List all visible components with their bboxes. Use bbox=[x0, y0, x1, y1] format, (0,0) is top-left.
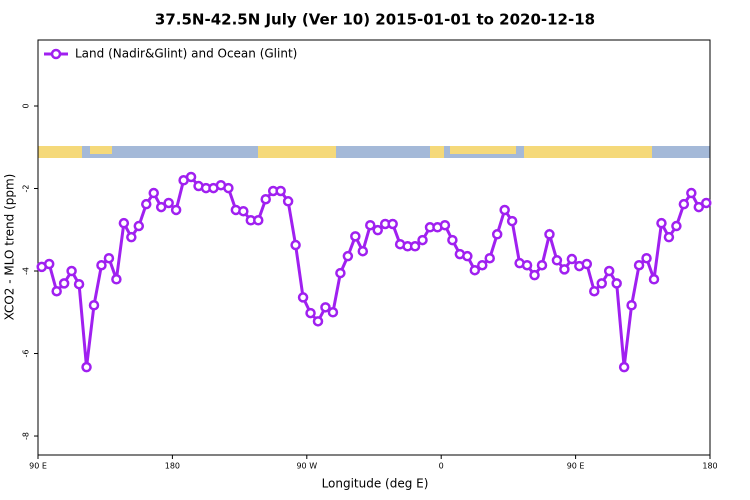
land bbox=[450, 146, 516, 154]
data-point bbox=[462, 250, 473, 262]
legend-label: Land (Nadir&Glint) and Ocean (Glint) bbox=[75, 47, 297, 61]
data-point bbox=[81, 361, 92, 373]
data-point bbox=[66, 265, 77, 277]
data-point bbox=[43, 258, 55, 270]
data-point bbox=[260, 193, 271, 205]
data-point bbox=[529, 269, 540, 281]
y-axis-label: XCO2 - MLO trend (ppm) bbox=[3, 174, 17, 321]
data-point bbox=[701, 197, 712, 209]
data-point bbox=[103, 252, 115, 264]
data-point bbox=[51, 285, 62, 297]
data-point bbox=[439, 219, 451, 231]
land-ocean-map bbox=[38, 146, 710, 158]
data-point bbox=[297, 292, 309, 303]
data-point bbox=[163, 197, 174, 209]
land bbox=[38, 146, 82, 158]
data-point bbox=[155, 201, 167, 213]
data-point bbox=[141, 198, 152, 210]
x-tick-label: 180 bbox=[702, 462, 717, 471]
chart-title: 37.5N-42.5N July (Ver 10) 2015-01-01 to … bbox=[155, 11, 595, 29]
data-point bbox=[387, 218, 398, 230]
data-point bbox=[327, 307, 339, 318]
data-point bbox=[536, 259, 548, 271]
legend: Land (Nadir&Glint) and Ocean (Glint) bbox=[44, 47, 297, 61]
data-point bbox=[544, 229, 555, 240]
x-tick-label: 90 E bbox=[29, 462, 47, 471]
data-point bbox=[170, 204, 182, 216]
data-point bbox=[656, 217, 667, 229]
y-tick-label: -2 bbox=[22, 185, 31, 193]
x-tick-label: 90 E bbox=[567, 462, 585, 471]
data-point bbox=[633, 259, 645, 271]
data-point bbox=[417, 234, 428, 246]
data-point bbox=[88, 300, 100, 311]
y-tick-label: -4 bbox=[22, 267, 31, 275]
data-point bbox=[409, 241, 421, 252]
y-tick-label: -6 bbox=[22, 350, 31, 358]
x-tick-label: 0 bbox=[439, 462, 444, 471]
data-point bbox=[596, 278, 607, 289]
data-point bbox=[678, 198, 690, 210]
land bbox=[430, 146, 444, 158]
data-point bbox=[185, 171, 197, 183]
land bbox=[90, 146, 112, 154]
data-point bbox=[611, 278, 622, 289]
data-point bbox=[118, 217, 130, 229]
legend-marker bbox=[50, 48, 62, 60]
data-point bbox=[372, 224, 383, 236]
data-point bbox=[589, 285, 600, 297]
data-point bbox=[671, 220, 682, 232]
data-point bbox=[521, 259, 533, 271]
data-point bbox=[626, 300, 637, 311]
data-point bbox=[305, 307, 316, 319]
land bbox=[524, 146, 652, 158]
data-point bbox=[282, 196, 294, 207]
data-point bbox=[499, 204, 510, 216]
data-point bbox=[477, 259, 488, 271]
x-tick-label: 180 bbox=[165, 462, 180, 471]
data-point bbox=[484, 252, 495, 264]
data-point bbox=[312, 316, 324, 327]
y-tick-label: -8 bbox=[22, 432, 31, 440]
data-point bbox=[58, 278, 70, 289]
data-point bbox=[320, 302, 331, 313]
land bbox=[258, 146, 336, 158]
plot-frame bbox=[37, 39, 711, 456]
data-point bbox=[357, 245, 369, 257]
data-point bbox=[342, 250, 354, 262]
data-point bbox=[133, 220, 145, 232]
data-point bbox=[148, 187, 159, 199]
data-point bbox=[559, 264, 570, 275]
data-point bbox=[581, 258, 593, 270]
data-point bbox=[693, 201, 705, 213]
data-point bbox=[335, 267, 346, 279]
data-point bbox=[491, 229, 503, 240]
data-point bbox=[618, 361, 630, 373]
data-point bbox=[275, 185, 286, 197]
data-point bbox=[663, 231, 675, 243]
data-point bbox=[73, 278, 85, 290]
data-point bbox=[469, 264, 481, 276]
data-point bbox=[566, 253, 578, 265]
data-point bbox=[641, 252, 652, 264]
data-point bbox=[603, 265, 615, 277]
y-tick-label: 0 bbox=[22, 103, 31, 108]
data-point bbox=[447, 234, 458, 246]
data-point bbox=[223, 182, 234, 194]
data-point bbox=[253, 215, 264, 226]
data-point bbox=[238, 205, 249, 217]
data-point bbox=[551, 255, 563, 266]
data-point bbox=[126, 231, 137, 243]
data-point bbox=[111, 274, 122, 285]
data-point bbox=[686, 187, 697, 199]
data-point bbox=[648, 274, 660, 285]
data-point bbox=[365, 219, 376, 231]
data-point bbox=[506, 215, 518, 227]
data-point bbox=[290, 239, 301, 251]
x-axis-label: Longitude (deg E) bbox=[322, 477, 429, 491]
x-tick-label: 90 W bbox=[296, 462, 317, 471]
data-point bbox=[350, 231, 361, 242]
data-point bbox=[96, 259, 107, 271]
